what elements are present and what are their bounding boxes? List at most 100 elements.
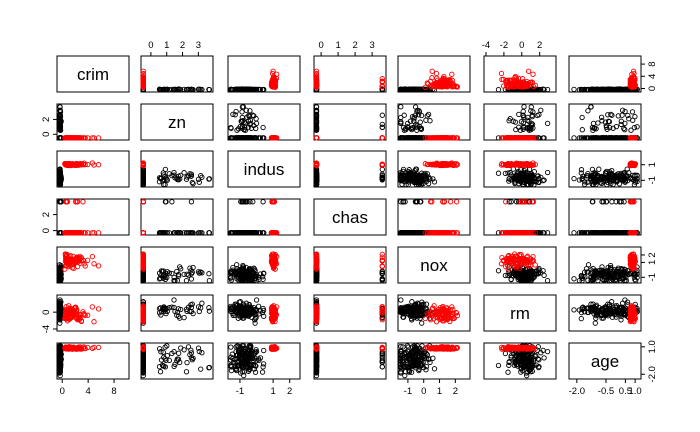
data-point <box>196 86 202 92</box>
panel-chas-vs-zn <box>140 198 214 236</box>
panel-frame <box>483 103 557 141</box>
data-point <box>579 114 585 121</box>
data-point <box>239 109 245 115</box>
data-point <box>253 86 260 93</box>
panel-zn-vs-age <box>568 103 642 141</box>
data-point <box>429 84 435 90</box>
data-point <box>571 135 577 141</box>
panel-crim-vs-zn <box>140 55 214 93</box>
data-point <box>590 120 597 127</box>
data-point <box>538 86 544 93</box>
data-point <box>585 108 591 114</box>
data-point <box>259 87 266 93</box>
panel-indus-vs-zn <box>140 150 214 188</box>
data-point <box>439 82 445 88</box>
data-point <box>398 104 404 110</box>
panel-frame <box>313 55 387 93</box>
data-point <box>171 86 177 93</box>
data-point <box>260 124 266 131</box>
panel-frame <box>140 198 214 236</box>
panel-indus-vs-indus: indus <box>227 150 301 188</box>
data-point <box>80 199 86 205</box>
data-point <box>418 112 425 119</box>
data-point <box>95 230 102 236</box>
data-point <box>453 83 460 89</box>
data-point <box>571 175 577 182</box>
data-point <box>313 68 320 74</box>
panel-indus-vs-age <box>568 150 642 188</box>
data-point <box>140 82 146 88</box>
data-point <box>544 169 551 176</box>
panel-crim-vs-indus <box>227 55 301 93</box>
data-point <box>536 87 542 93</box>
panel-crim-vs-crim: crim <box>56 55 130 93</box>
data-point <box>237 86 243 92</box>
panel-indus-vs-crim <box>56 150 130 188</box>
data-point <box>174 86 181 93</box>
data-point <box>140 75 146 81</box>
data-point <box>274 71 280 77</box>
data-point <box>269 83 275 89</box>
data-point <box>444 77 451 84</box>
data-point <box>240 86 247 93</box>
data-point <box>454 84 461 90</box>
data-point <box>196 179 202 185</box>
panel-crim-vs-nox <box>397 55 471 93</box>
panel-indus-vs-rm <box>483 150 557 188</box>
data-point <box>422 84 428 90</box>
data-point <box>244 86 251 93</box>
data-point <box>190 86 196 93</box>
data-point <box>379 135 385 141</box>
panel-zn-vs-nox <box>397 103 471 141</box>
data-point <box>413 86 419 93</box>
data-point <box>629 109 636 115</box>
data-point <box>538 107 544 113</box>
data-point <box>495 170 502 176</box>
data-point <box>450 83 457 89</box>
data-point <box>596 166 602 172</box>
panel-indus-vs-nox <box>397 150 471 188</box>
data-point <box>439 82 446 88</box>
data-point <box>272 82 278 88</box>
panel-crim-vs-chas <box>313 55 387 93</box>
data-point <box>516 111 522 118</box>
data-point <box>379 78 385 84</box>
data-point <box>498 70 505 77</box>
panel-frame <box>56 55 130 93</box>
data-point <box>164 86 170 92</box>
data-point <box>379 76 385 82</box>
data-point <box>313 82 320 88</box>
variable-label-crim: crim <box>77 65 109 84</box>
data-point <box>206 86 213 93</box>
panel-crim-vs-age <box>568 55 642 93</box>
data-point <box>313 71 320 77</box>
data-point <box>95 162 102 168</box>
data-point <box>140 68 146 74</box>
panel-zn-vs-rm <box>483 103 557 141</box>
data-point <box>622 126 628 133</box>
data-point <box>403 86 410 93</box>
data-point <box>631 124 638 131</box>
panel-frame <box>313 150 387 188</box>
data-point <box>270 68 276 74</box>
data-point <box>162 86 168 93</box>
data-point <box>379 83 385 89</box>
data-point <box>140 71 146 77</box>
data-point <box>541 86 547 93</box>
data-point <box>401 112 407 118</box>
data-point <box>416 86 423 92</box>
data-point <box>630 117 636 123</box>
data-point <box>398 86 404 93</box>
data-point <box>595 120 601 126</box>
data-point <box>513 126 519 133</box>
panel-frame <box>56 150 130 188</box>
data-point <box>95 135 102 141</box>
data-point <box>313 80 320 86</box>
panel-frame <box>313 103 387 141</box>
data-point <box>228 86 234 93</box>
variable-label-zn: zn <box>168 113 186 132</box>
panel-zn-vs-indus <box>227 103 301 141</box>
data-point <box>427 78 434 84</box>
data-point <box>433 70 440 77</box>
data-point <box>313 135 320 141</box>
